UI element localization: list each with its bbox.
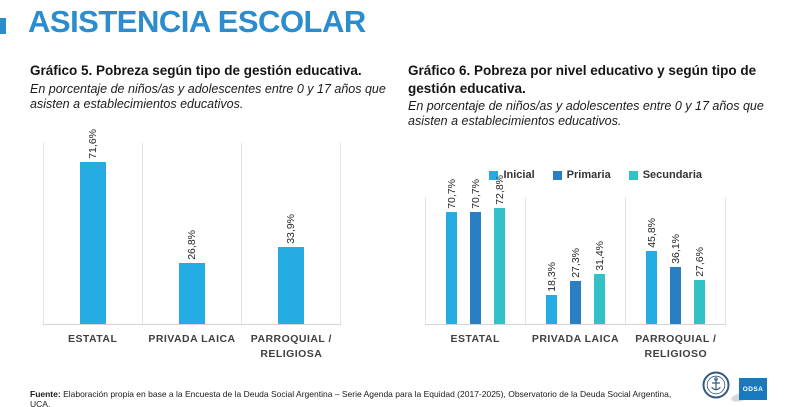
bar <box>278 247 304 324</box>
bar <box>494 208 505 324</box>
bar-item: 33,9% <box>278 214 304 324</box>
chart5-subtitle: En porcentaje de niños/as y adolescentes… <box>30 81 386 111</box>
bar-item: 70,7% <box>446 179 458 324</box>
bar-item: 71,6% <box>80 129 106 324</box>
category-cell: 33,9% <box>241 143 341 324</box>
left-edge-accent-mark <box>0 18 6 34</box>
chart6-category-axis: ESTATAL PRIVADA LAICA PARROQUIAL / RELIGIO… <box>425 325 726 361</box>
category-label: PRIVADA LAICA <box>148 333 236 345</box>
chart5-panel: Gráfico 5. Pobreza según tipo de gestión… <box>30 62 386 112</box>
bar-value-label: 27,3% <box>569 248 582 278</box>
legend-swatch-icon <box>552 170 562 180</box>
uca-seal-logo <box>702 371 730 399</box>
bar <box>646 251 657 324</box>
bar <box>570 281 581 324</box>
legend-item: Inicial <box>489 169 535 181</box>
category-label: PARROQUIAL / RELIGIOSA <box>250 333 332 360</box>
uca-seal-icon <box>702 371 730 399</box>
bar-value-label: 33,9% <box>285 214 297 244</box>
category-label: ESTATAL <box>67 333 118 345</box>
chart6-plot-area: 70,7% 70,7% 72,8% 18,3% 27,3% 31,4% 45,8% 36,1%… <box>425 175 726 325</box>
chart5-category-axis: ESTATAL PRIVADA LAICA PARROQUIAL / RELIGIO… <box>43 325 341 361</box>
source-label: Fuente: <box>30 389 61 399</box>
bar-item: 45,8% <box>646 218 658 324</box>
bar <box>594 274 605 324</box>
category-label: PRIVADA LAICA <box>531 333 620 345</box>
bar-value-label: 72,8% <box>493 175 506 205</box>
legend-swatch-icon <box>489 170 499 180</box>
bar-value-label: 26,8% <box>186 230 198 260</box>
bar-item: 31,4% <box>594 241 606 324</box>
chart5-plot-area: 71,6% 26,8% 33,9% <box>43 129 341 325</box>
chart6-title: Gráfico 6. Pobreza por nivel educativo y… <box>408 63 757 96</box>
bar <box>670 267 681 324</box>
bar-item: 36,1% <box>670 234 682 324</box>
legend-label: Secundaria <box>642 169 702 181</box>
bar-item: 70,7% <box>470 179 482 324</box>
legend-item: Primaria <box>552 169 611 181</box>
legend-label: Inicial <box>503 169 535 181</box>
bar-value-label: 27,6% <box>693 247 706 277</box>
bar-value-label: 45,8% <box>645 218 658 248</box>
bar-item: 27,3% <box>570 248 582 324</box>
bar <box>470 212 481 324</box>
bar-item: 18,3% <box>546 262 558 324</box>
bar <box>446 212 457 324</box>
bar-value-label: 70,7% <box>445 179 458 209</box>
source-note: Fuente: Elaboración propia en base a la … <box>30 389 680 407</box>
chart6-subtitle: En porcentaje de niños/as y adolescentes… <box>408 99 764 129</box>
bar-value-label: 31,4% <box>593 241 606 271</box>
bar <box>80 162 106 324</box>
bar-item: 72,8% <box>494 175 506 324</box>
category-cell: 18,3% 27,3% 31,4% <box>525 197 625 324</box>
chart5-title: Gráfico 5. Pobreza según tipo de gestión… <box>30 63 362 78</box>
bar <box>694 280 705 324</box>
odsa-logo: ODSA <box>739 378 767 400</box>
bar-value-label: 70,7% <box>469 179 482 209</box>
category-cell: 26,8% <box>142 143 241 324</box>
category-label: ESTATAL <box>450 333 500 345</box>
chart6-bar-chart: 70,7% 70,7% 72,8% 18,3% 27,3% 31,4% 45,8% 36,1%… <box>425 175 726 361</box>
bar-item: 26,8% <box>179 230 205 324</box>
legend-swatch-icon <box>628 170 638 180</box>
legend-label: Primaria <box>566 169 611 181</box>
chart6-panel: Gráfico 6. Pobreza por nivel educativo y… <box>408 62 770 130</box>
category-cell: 45,8% 36,1% 27,6% <box>625 197 726 324</box>
bar-value-label: 18,3% <box>545 262 558 292</box>
category-label: PARROQUIAL / RELIGIOSO <box>635 333 717 360</box>
chart5-bar-chart: 71,6% 26,8% 33,9% ESTATAL PRIVADA LAICA PARR… <box>43 129 341 361</box>
bar <box>179 263 205 324</box>
source-text: Elaboración propia en base a la Encuesta… <box>30 389 672 407</box>
bar-value-label: 71,6% <box>87 129 99 159</box>
bar-item: 27,6% <box>694 247 706 324</box>
legend-item: Secundaria <box>628 169 702 181</box>
page-title: ASISTENCIA ESCOLAR <box>28 4 366 39</box>
bar <box>546 295 557 324</box>
category-cell: 71,6% <box>43 129 142 324</box>
bar-value-label: 36,1% <box>669 234 682 264</box>
chart6-legend: Inicial Primaria Secundaria <box>425 167 726 183</box>
category-cell: 70,7% 70,7% 72,8% <box>425 175 525 324</box>
